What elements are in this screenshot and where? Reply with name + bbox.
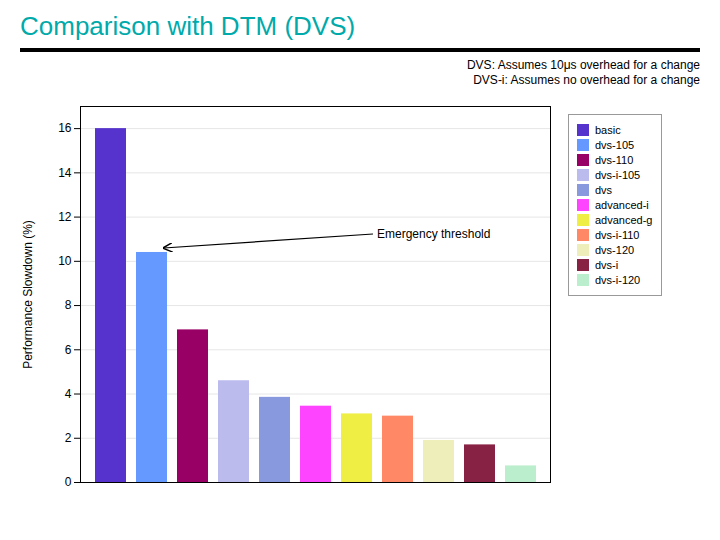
html-text:Comparison with DTM (DVS): Comparison with DTM (DVS) xyxy=(20,11,356,41)
html-text:DVS: Assumes 10μs overhead for: DVS: Assumes 10μs overhead for a change xyxy=(467,58,700,72)
svg-text:0: 0 xyxy=(65,475,72,489)
html-text:dvs-i-110: dvs-i-110 xyxy=(595,229,640,241)
html-text:dvs-105: dvs-105 xyxy=(595,139,635,151)
svg-text:4: 4 xyxy=(65,387,72,401)
svg-text:2: 2 xyxy=(65,431,72,445)
svg-text:Performance Slowdown (%): Performance Slowdown (%) xyxy=(21,220,35,369)
html-text:DVS-i: Assumes no overhead for: DVS-i: Assumes no overhead for a change xyxy=(473,73,700,87)
html-text:dvs-120: dvs-120 xyxy=(595,244,635,256)
html-text:dvs-i-120: dvs-i-120 xyxy=(595,274,641,286)
svg-text:Emergency threshold: Emergency threshold xyxy=(377,227,490,241)
html-text:dvs-110: dvs-110 xyxy=(595,154,634,166)
html-text:dvs-i: dvs-i xyxy=(595,259,619,271)
html-text:advanced-g: advanced-g xyxy=(595,214,653,226)
svg-text:8: 8 xyxy=(65,298,72,312)
html-text:advanced-i: advanced-i xyxy=(595,199,649,211)
svg-text:6: 6 xyxy=(65,343,72,357)
html-text:dvs: dvs xyxy=(595,184,613,196)
html-text:dvs-i-105: dvs-i-105 xyxy=(595,169,641,181)
svg-text:12: 12 xyxy=(58,210,72,224)
svg-text:14: 14 xyxy=(58,166,72,180)
svg-text:16: 16 xyxy=(58,121,72,135)
html-text:basic: basic xyxy=(595,124,621,136)
svg-text:10: 10 xyxy=(58,254,72,268)
